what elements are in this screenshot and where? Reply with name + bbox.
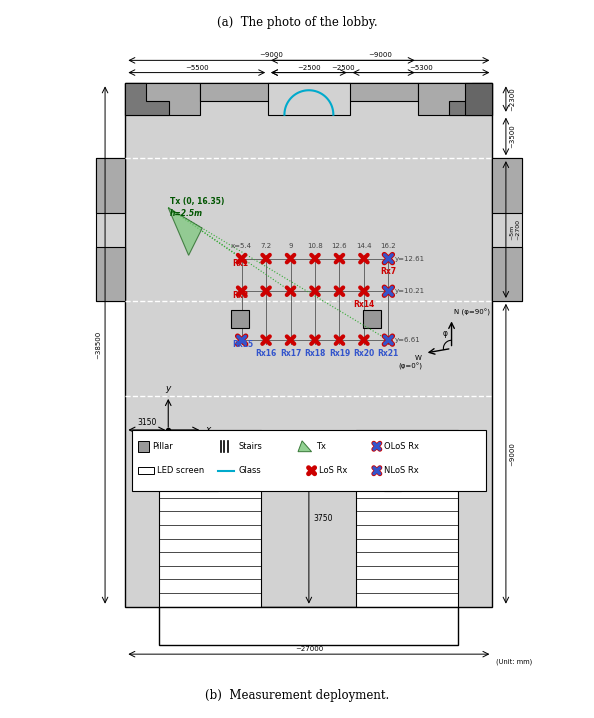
Text: ~27000: ~27000	[295, 646, 323, 652]
Text: ~38500: ~38500	[96, 331, 102, 359]
Text: Pillar: Pillar	[153, 442, 173, 451]
Text: Rx21: Rx21	[378, 349, 399, 358]
Polygon shape	[125, 83, 169, 115]
Polygon shape	[449, 83, 492, 115]
Text: N (φ=90°): N (φ=90°)	[454, 309, 489, 316]
Text: ~2300: ~2300	[509, 87, 516, 111]
Polygon shape	[268, 83, 350, 115]
Text: ~5500: ~5500	[185, 65, 208, 70]
Text: Tx: Tx	[315, 442, 326, 451]
Text: (0, 0): (0, 0)	[170, 434, 189, 441]
Text: W
(φ=0°): W (φ=0°)	[398, 355, 422, 370]
Bar	[232, 310, 249, 328]
Text: 10.8: 10.8	[307, 243, 323, 249]
Text: Rx20: Rx20	[353, 349, 375, 358]
Polygon shape	[125, 83, 492, 607]
Text: Rx17: Rx17	[280, 349, 301, 358]
Text: Rx7: Rx7	[380, 267, 396, 276]
Text: Rx1: Rx1	[232, 258, 248, 268]
Text: ~5m
~2700: ~5m ~2700	[509, 219, 520, 240]
Bar	[465, 83, 492, 115]
Text: ~9000: ~9000	[509, 442, 516, 466]
Bar	[138, 467, 154, 474]
Polygon shape	[96, 246, 125, 301]
Text: ~2500: ~2500	[297, 65, 321, 70]
Text: (Unit: mm): (Unit: mm)	[497, 658, 533, 665]
Text: 9: 9	[288, 243, 293, 249]
Bar	[138, 441, 148, 452]
Text: ~9000: ~9000	[368, 52, 392, 58]
Text: LoS Rx: LoS Rx	[319, 466, 347, 475]
Text: Rx18: Rx18	[304, 349, 326, 358]
Bar	[159, 430, 261, 607]
Text: (b)  Measurement deployment.: (b) Measurement deployment.	[205, 689, 389, 702]
Text: 16.2: 16.2	[381, 243, 396, 249]
Text: Rx14: Rx14	[353, 300, 375, 309]
Text: y=12.61: y=12.61	[394, 256, 425, 261]
Text: x: x	[205, 426, 210, 434]
Polygon shape	[492, 158, 522, 213]
Text: y=6.61: y=6.61	[394, 337, 420, 343]
Text: Rx15: Rx15	[232, 340, 253, 349]
Text: NLoS Rx: NLoS Rx	[384, 466, 419, 475]
Bar	[159, 607, 459, 645]
Text: ~3500: ~3500	[509, 125, 516, 149]
Text: h=2.5m: h=2.5m	[170, 209, 203, 218]
Text: OLoS Rx: OLoS Rx	[384, 442, 419, 451]
Polygon shape	[298, 441, 312, 452]
Text: 7.2: 7.2	[261, 243, 271, 249]
Polygon shape	[492, 246, 522, 301]
Polygon shape	[200, 83, 418, 101]
Bar	[132, 430, 485, 491]
Text: ~5300: ~5300	[409, 65, 433, 70]
Text: Rx19: Rx19	[329, 349, 350, 358]
Polygon shape	[492, 158, 522, 301]
Bar	[364, 310, 381, 328]
Text: y: y	[166, 384, 171, 393]
Text: φ: φ	[443, 330, 448, 338]
Text: (a)  The photo of the lobby.: (a) The photo of the lobby.	[217, 16, 377, 29]
Text: Glass: Glass	[238, 466, 261, 475]
Text: 12.6: 12.6	[331, 243, 347, 249]
Text: LED screen: LED screen	[157, 466, 204, 475]
Polygon shape	[96, 158, 125, 301]
Text: ~2500: ~2500	[331, 65, 355, 70]
Text: 3150: 3150	[137, 418, 157, 426]
Text: 14.4: 14.4	[356, 243, 372, 249]
Bar	[200, 473, 218, 491]
Bar	[356, 430, 459, 607]
Polygon shape	[96, 158, 125, 213]
Text: 3750: 3750	[313, 514, 333, 523]
Text: Tx (0, 16.35): Tx (0, 16.35)	[170, 197, 224, 206]
Polygon shape	[168, 208, 202, 256]
Text: Rx16: Rx16	[255, 349, 277, 358]
Text: Rx8: Rx8	[232, 292, 248, 300]
Text: x=5.4: x=5.4	[231, 243, 252, 249]
Text: ~9000: ~9000	[260, 52, 283, 58]
Text: y=10.21: y=10.21	[394, 288, 425, 294]
Polygon shape	[418, 83, 492, 115]
Bar	[384, 473, 402, 491]
Polygon shape	[125, 83, 200, 115]
Text: Stairs: Stairs	[238, 442, 262, 451]
